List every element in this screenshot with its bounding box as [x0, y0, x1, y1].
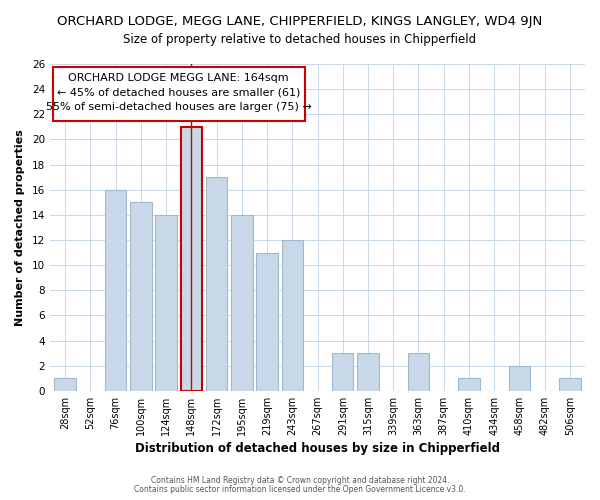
Bar: [458, 378, 479, 391]
Bar: [105, 190, 127, 391]
Text: Size of property relative to detached houses in Chipperfield: Size of property relative to detached ho…: [124, 32, 476, 46]
Bar: [408, 353, 429, 391]
Bar: [332, 353, 353, 391]
Bar: [509, 366, 530, 391]
Text: ORCHARD LODGE, MEGG LANE, CHIPPERFIELD, KINGS LANGLEY, WD4 9JN: ORCHARD LODGE, MEGG LANE, CHIPPERFIELD, …: [58, 15, 542, 28]
Bar: [155, 215, 177, 391]
Bar: [55, 378, 76, 391]
Text: 55% of semi-detached houses are larger (75) →: 55% of semi-detached houses are larger (…: [46, 102, 311, 112]
Bar: [256, 252, 278, 391]
Text: ORCHARD LODGE MEGG LANE: 164sqm: ORCHARD LODGE MEGG LANE: 164sqm: [68, 73, 289, 83]
Text: ← 45% of detached houses are smaller (61): ← 45% of detached houses are smaller (61…: [57, 88, 301, 98]
X-axis label: Distribution of detached houses by size in Chipperfield: Distribution of detached houses by size …: [135, 442, 500, 455]
Bar: [181, 127, 202, 391]
Bar: [231, 215, 253, 391]
Bar: [281, 240, 303, 391]
Y-axis label: Number of detached properties: Number of detached properties: [15, 129, 25, 326]
FancyBboxPatch shape: [53, 66, 305, 120]
Bar: [206, 177, 227, 391]
Bar: [357, 353, 379, 391]
Bar: [130, 202, 152, 391]
Text: Contains HM Land Registry data © Crown copyright and database right 2024.: Contains HM Land Registry data © Crown c…: [151, 476, 449, 485]
Text: Contains public sector information licensed under the Open Government Licence v3: Contains public sector information licen…: [134, 484, 466, 494]
Bar: [559, 378, 581, 391]
